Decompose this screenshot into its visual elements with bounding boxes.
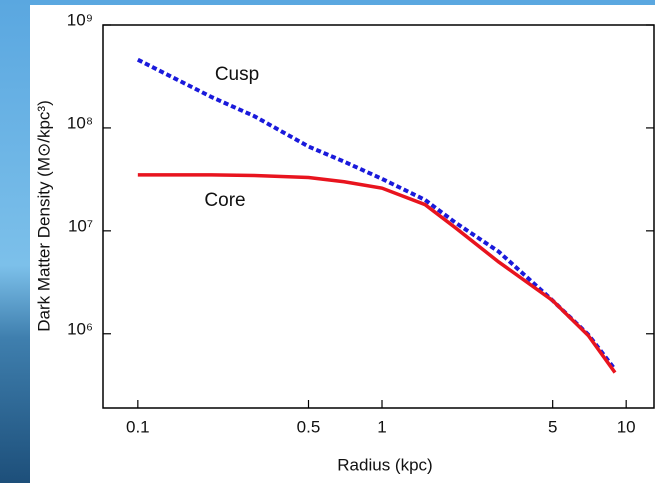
y-tick-label: 10⁸	[67, 113, 93, 132]
panel	[30, 5, 655, 483]
x-tick-label: 10	[617, 417, 636, 436]
x-tick-label: 0.1	[126, 417, 150, 436]
plot-frame	[102, 24, 655, 409]
x-tick-label: 0.5	[297, 417, 321, 436]
series-label: Cusp	[215, 64, 259, 85]
y-tick-label: 10⁷	[68, 216, 93, 235]
series-line	[137, 173, 617, 374]
x-tick-label: 1	[377, 417, 386, 436]
y-axis-label: Dark Matter Density (M⊙/kpc³)	[34, 100, 53, 332]
x-axis-label: Radius (kpc)	[337, 455, 432, 474]
x-tick-label: 5	[548, 417, 557, 436]
y-tick-label: 10⁹	[67, 10, 93, 29]
series-label: Core	[204, 190, 245, 211]
y-tick-label: 10⁶	[67, 319, 93, 338]
